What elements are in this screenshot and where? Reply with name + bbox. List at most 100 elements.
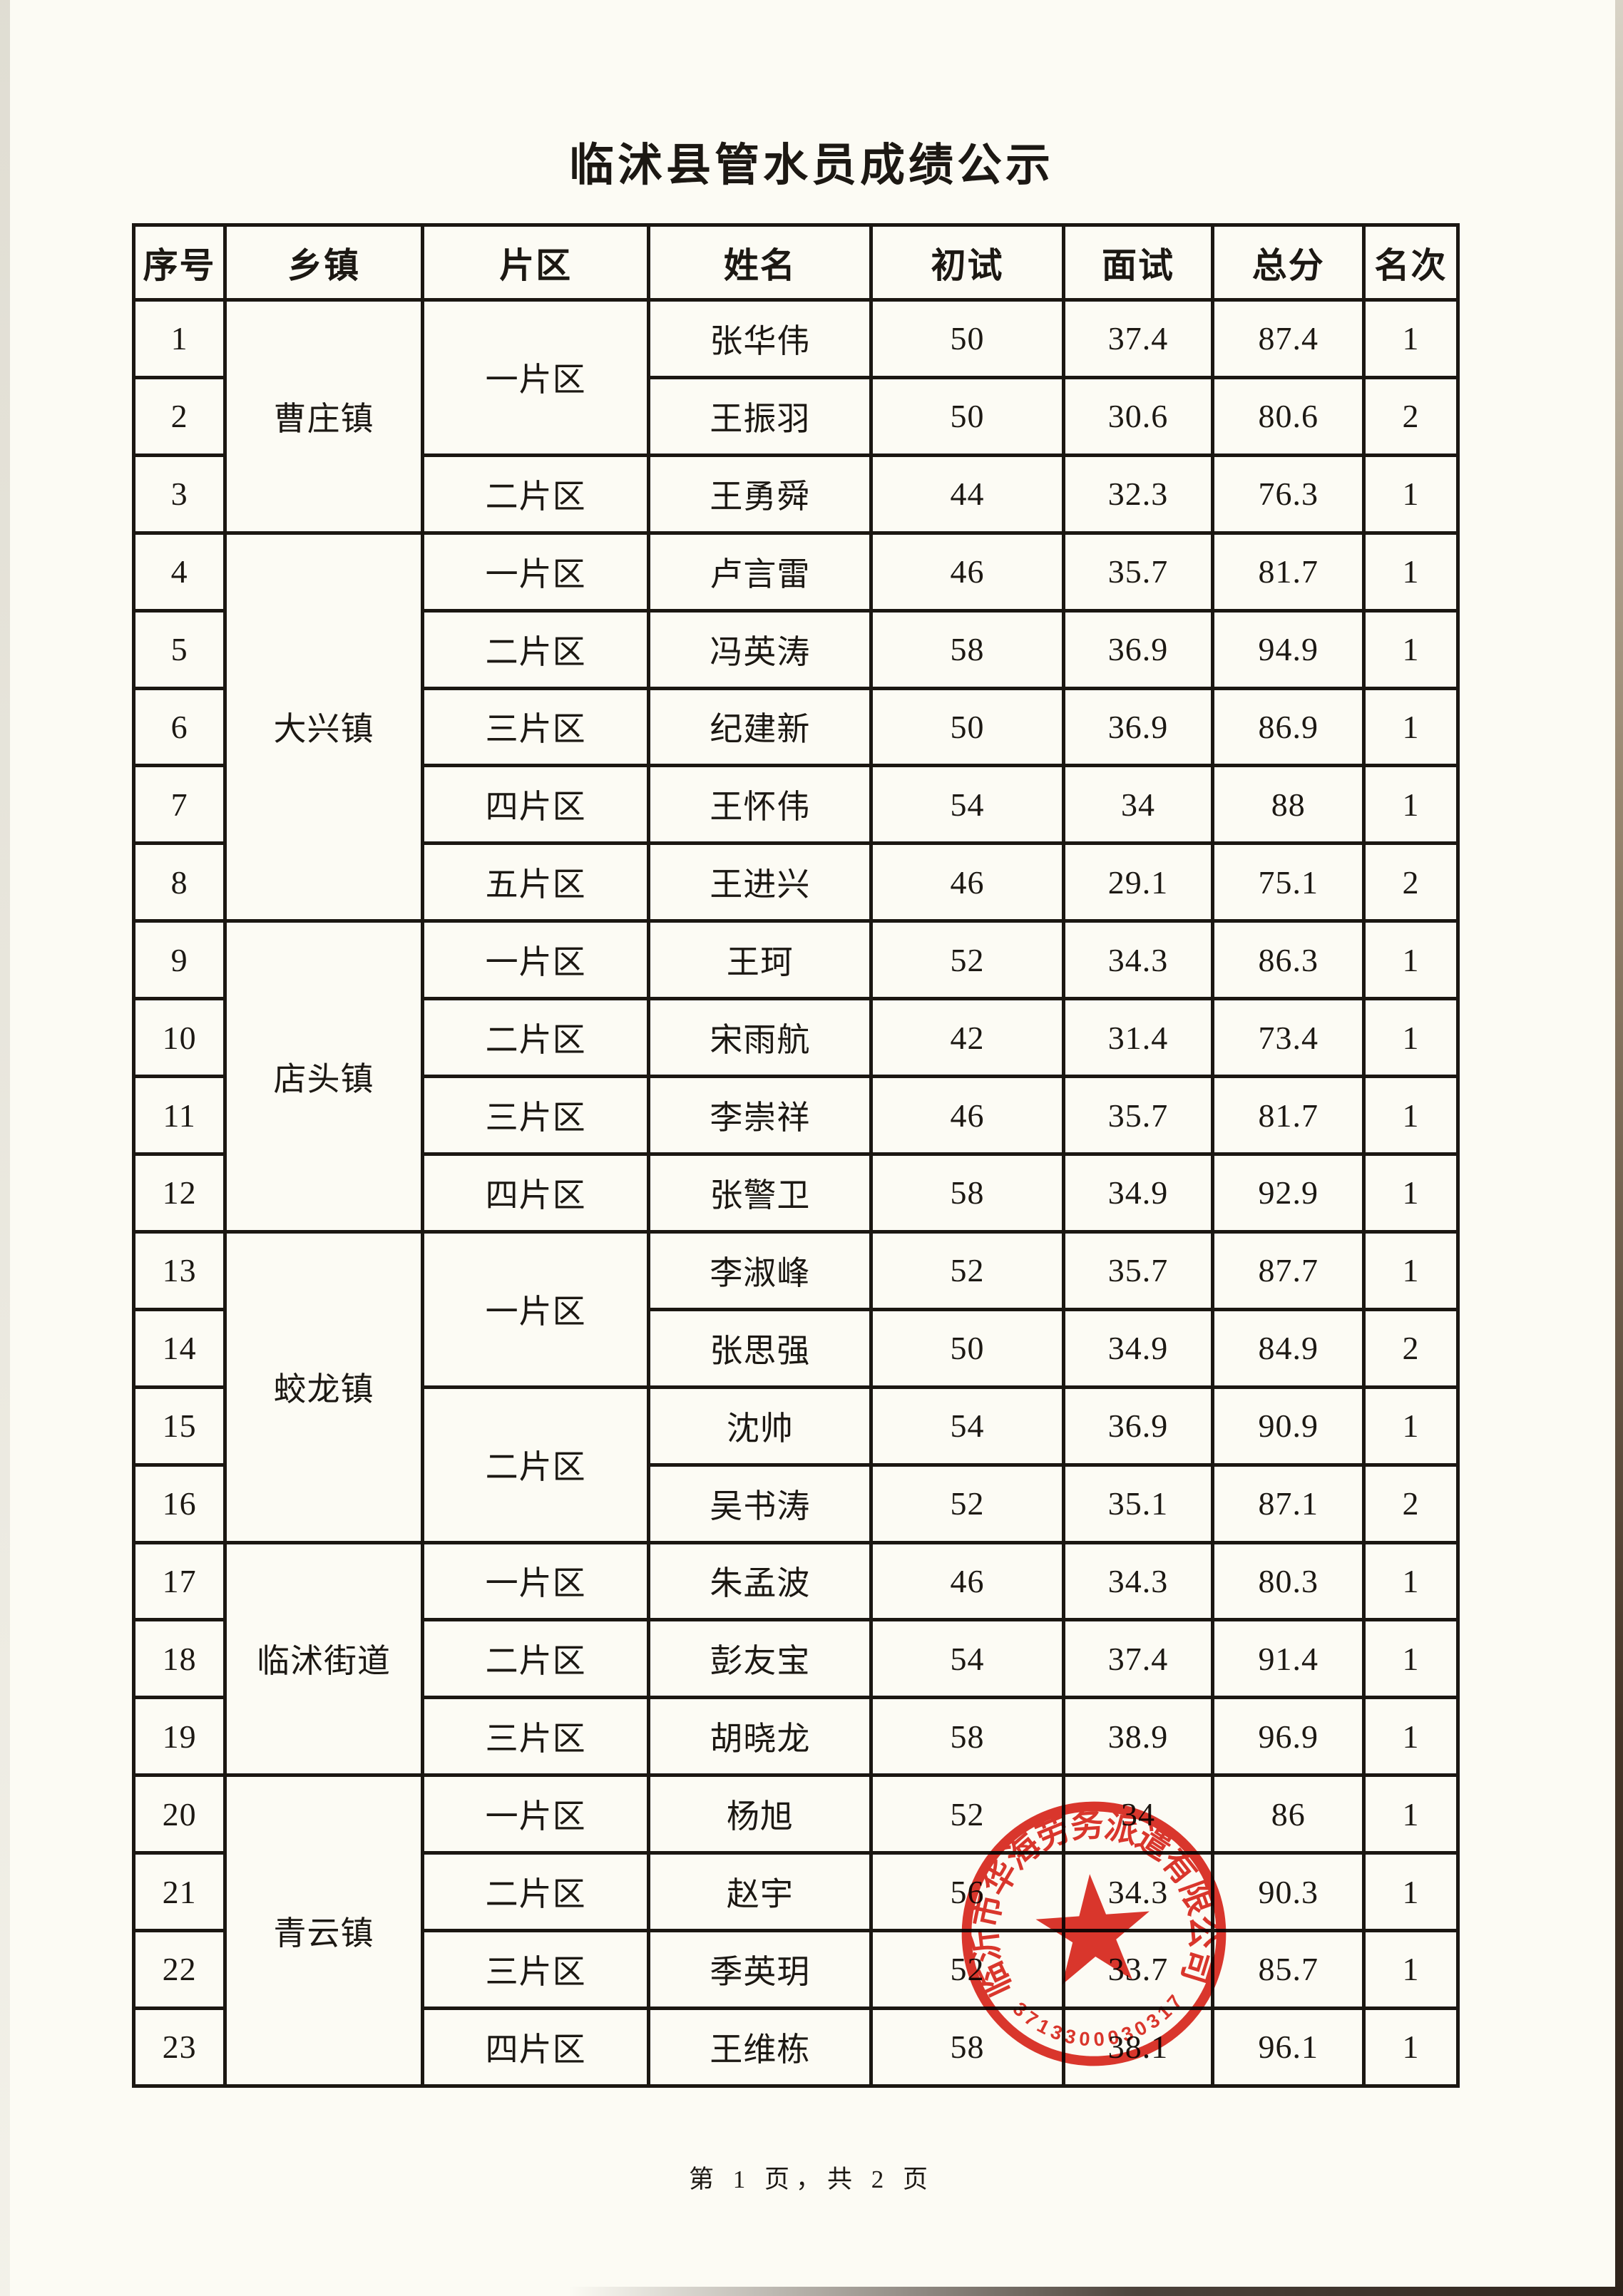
cell-town: 蛟龙镇 xyxy=(223,1229,424,1544)
cell-no: 3 xyxy=(131,453,227,535)
cell-rank: 1 xyxy=(1362,997,1460,1079)
cell-name: 王怀伟 xyxy=(647,764,874,846)
cell-interview-score: 37.4 xyxy=(1061,1618,1215,1700)
cell-initial-score: 54 xyxy=(869,764,1065,846)
cell-interview-score: 38.9 xyxy=(1061,1696,1215,1778)
table-row: 11 三片区 李崇祥 46 35.7 81.7 1 xyxy=(131,1075,1460,1156)
table-row: 10 二片区 宋雨航 42 31.4 73.4 1 xyxy=(131,997,1460,1079)
cell-district: 二片区 xyxy=(420,997,651,1079)
header-row: 序号 乡镇 片区 姓名 初试 面试 总分 名次 xyxy=(131,223,1460,302)
table-row: 9 店头镇 一片区 王珂 52 34.3 86.3 1 xyxy=(131,919,1460,1234)
cell-interview-score: 34.3 xyxy=(1061,1540,1215,1622)
cell-name: 王振羽 xyxy=(647,375,874,457)
cell-interview-score: 36.9 xyxy=(1061,686,1215,768)
cell-no: 10 xyxy=(131,997,227,1079)
scan-edge-shadow-right xyxy=(1615,0,1623,2296)
cell-rank: 1 xyxy=(1362,686,1460,768)
cell-interview-score: 31.4 xyxy=(1061,997,1215,1079)
cell-initial-score: 52 xyxy=(869,1773,1065,1855)
cell-rank: 1 xyxy=(1362,1773,1460,1855)
cell-rank: 1 xyxy=(1362,1385,1460,1467)
column-header: 乡镇 xyxy=(223,223,424,302)
cell-town: 曹庄镇 xyxy=(223,298,424,535)
cell-no: 15 xyxy=(131,1385,227,1467)
cell-district: 一片区 xyxy=(420,919,651,1001)
cell-total-score: 86.9 xyxy=(1211,686,1366,768)
cell-district: 三片区 xyxy=(420,1696,651,1778)
cell-district: 二片区 xyxy=(420,608,651,690)
cell-initial-score: 50 xyxy=(869,375,1065,457)
table-row: 20 青云镇 一片区 杨旭 52 34 86 1 xyxy=(131,1773,1460,2088)
cell-name: 张华伟 xyxy=(647,298,874,379)
cell-rank: 1 xyxy=(1362,1075,1460,1156)
cell-district: 三片区 xyxy=(420,686,651,768)
cell-name: 杨旭 xyxy=(647,1773,874,1855)
cell-rank: 2 xyxy=(1362,1307,1460,1389)
table-row: 13 蛟龙镇 一片区 李淑峰 52 35.7 87.7 1 xyxy=(131,1229,1460,1544)
cell-name: 吴书涛 xyxy=(647,1462,874,1544)
cell-rank: 2 xyxy=(1362,841,1460,923)
cell-name: 王进兴 xyxy=(647,841,874,923)
cell-rank: 1 xyxy=(1362,1152,1460,1234)
cell-initial-score: 50 xyxy=(869,1307,1065,1389)
cell-district: 四片区 xyxy=(420,2006,651,2089)
cell-initial-score: 52 xyxy=(869,1462,1065,1544)
cell-rank: 1 xyxy=(1362,1929,1460,2010)
cell-no: 14 xyxy=(131,1307,227,1389)
cell-name: 沈帅 xyxy=(647,1385,874,1467)
cell-interview-score: 33.7 xyxy=(1061,1929,1215,2010)
cell-initial-score: 58 xyxy=(869,1152,1065,1234)
table-row: 15 二片区 沈帅 54 36.9 90.9 1 xyxy=(131,1385,1460,1544)
cell-initial-score: 54 xyxy=(869,1385,1065,1467)
cell-no: 19 xyxy=(131,1696,227,1778)
cell-total-score: 73.4 xyxy=(1211,997,1366,1079)
cell-rank: 1 xyxy=(1362,1540,1460,1622)
cell-town: 青云镇 xyxy=(223,1773,424,2088)
cell-interview-score: 29.1 xyxy=(1061,841,1215,923)
cell-name: 彭友宝 xyxy=(647,1618,874,1700)
cell-no: 5 xyxy=(131,608,227,690)
cell-no: 18 xyxy=(131,1618,227,1700)
cell-name: 李淑峰 xyxy=(647,1229,874,1311)
cell-rank: 1 xyxy=(1362,453,1460,535)
cell-rank: 1 xyxy=(1362,1618,1460,1700)
cell-rank: 1 xyxy=(1362,608,1460,690)
cell-no: 11 xyxy=(131,1075,227,1156)
cell-initial-score: 58 xyxy=(869,1696,1065,1778)
cell-name: 纪建新 xyxy=(647,686,874,768)
table-row: 19 三片区 胡晓龙 58 38.9 96.9 1 xyxy=(131,1696,1460,1778)
cell-name: 赵宇 xyxy=(647,1851,874,1933)
cell-total-score: 81.7 xyxy=(1211,1075,1366,1156)
cell-total-score: 90.3 xyxy=(1211,1851,1366,1933)
cell-interview-score: 34.9 xyxy=(1061,1152,1215,1234)
cell-no: 20 xyxy=(131,1773,227,1855)
cell-district: 一片区 xyxy=(420,531,651,613)
cell-district: 五片区 xyxy=(420,841,651,923)
column-header: 片区 xyxy=(420,223,651,302)
cell-name: 卢言雷 xyxy=(647,531,874,613)
cell-no: 17 xyxy=(131,1540,227,1622)
cell-district: 四片区 xyxy=(420,1152,651,1234)
cell-town: 大兴镇 xyxy=(223,531,424,923)
cell-initial-score: 56 xyxy=(869,1851,1065,1933)
cell-no: 4 xyxy=(131,531,227,613)
cell-district: 一片区 xyxy=(420,1773,651,1855)
table-row: 6 三片区 纪建新 50 36.9 86.9 1 xyxy=(131,686,1460,768)
cell-name: 王维栋 xyxy=(647,2006,874,2089)
cell-total-score: 88 xyxy=(1211,764,1366,846)
cell-initial-score: 46 xyxy=(869,531,1065,613)
table-row: 18 二片区 彭友宝 54 37.4 91.4 1 xyxy=(131,1618,1460,1700)
cell-district: 一片区 xyxy=(420,1229,651,1389)
cell-rank: 1 xyxy=(1362,2006,1460,2089)
cell-interview-score: 34.3 xyxy=(1061,919,1215,1001)
cell-no: 6 xyxy=(131,686,227,768)
cell-interview-score: 35.7 xyxy=(1061,531,1215,613)
cell-no: 7 xyxy=(131,764,227,846)
cell-name: 宋雨航 xyxy=(647,997,874,1079)
cell-interview-score: 36.9 xyxy=(1061,608,1215,690)
table-row: 7 四片区 王怀伟 54 34 88 1 xyxy=(131,764,1460,846)
score-table: 序号 乡镇 片区 姓名 初试 面试 总分 名次 1 曹庄镇 一片区 张华伟 50 37.4 87.4 1 2 王… xyxy=(131,223,1460,2089)
page-title: 临沭县管水员成绩公示 xyxy=(569,140,1054,190)
cell-no: 22 xyxy=(131,1929,227,2010)
